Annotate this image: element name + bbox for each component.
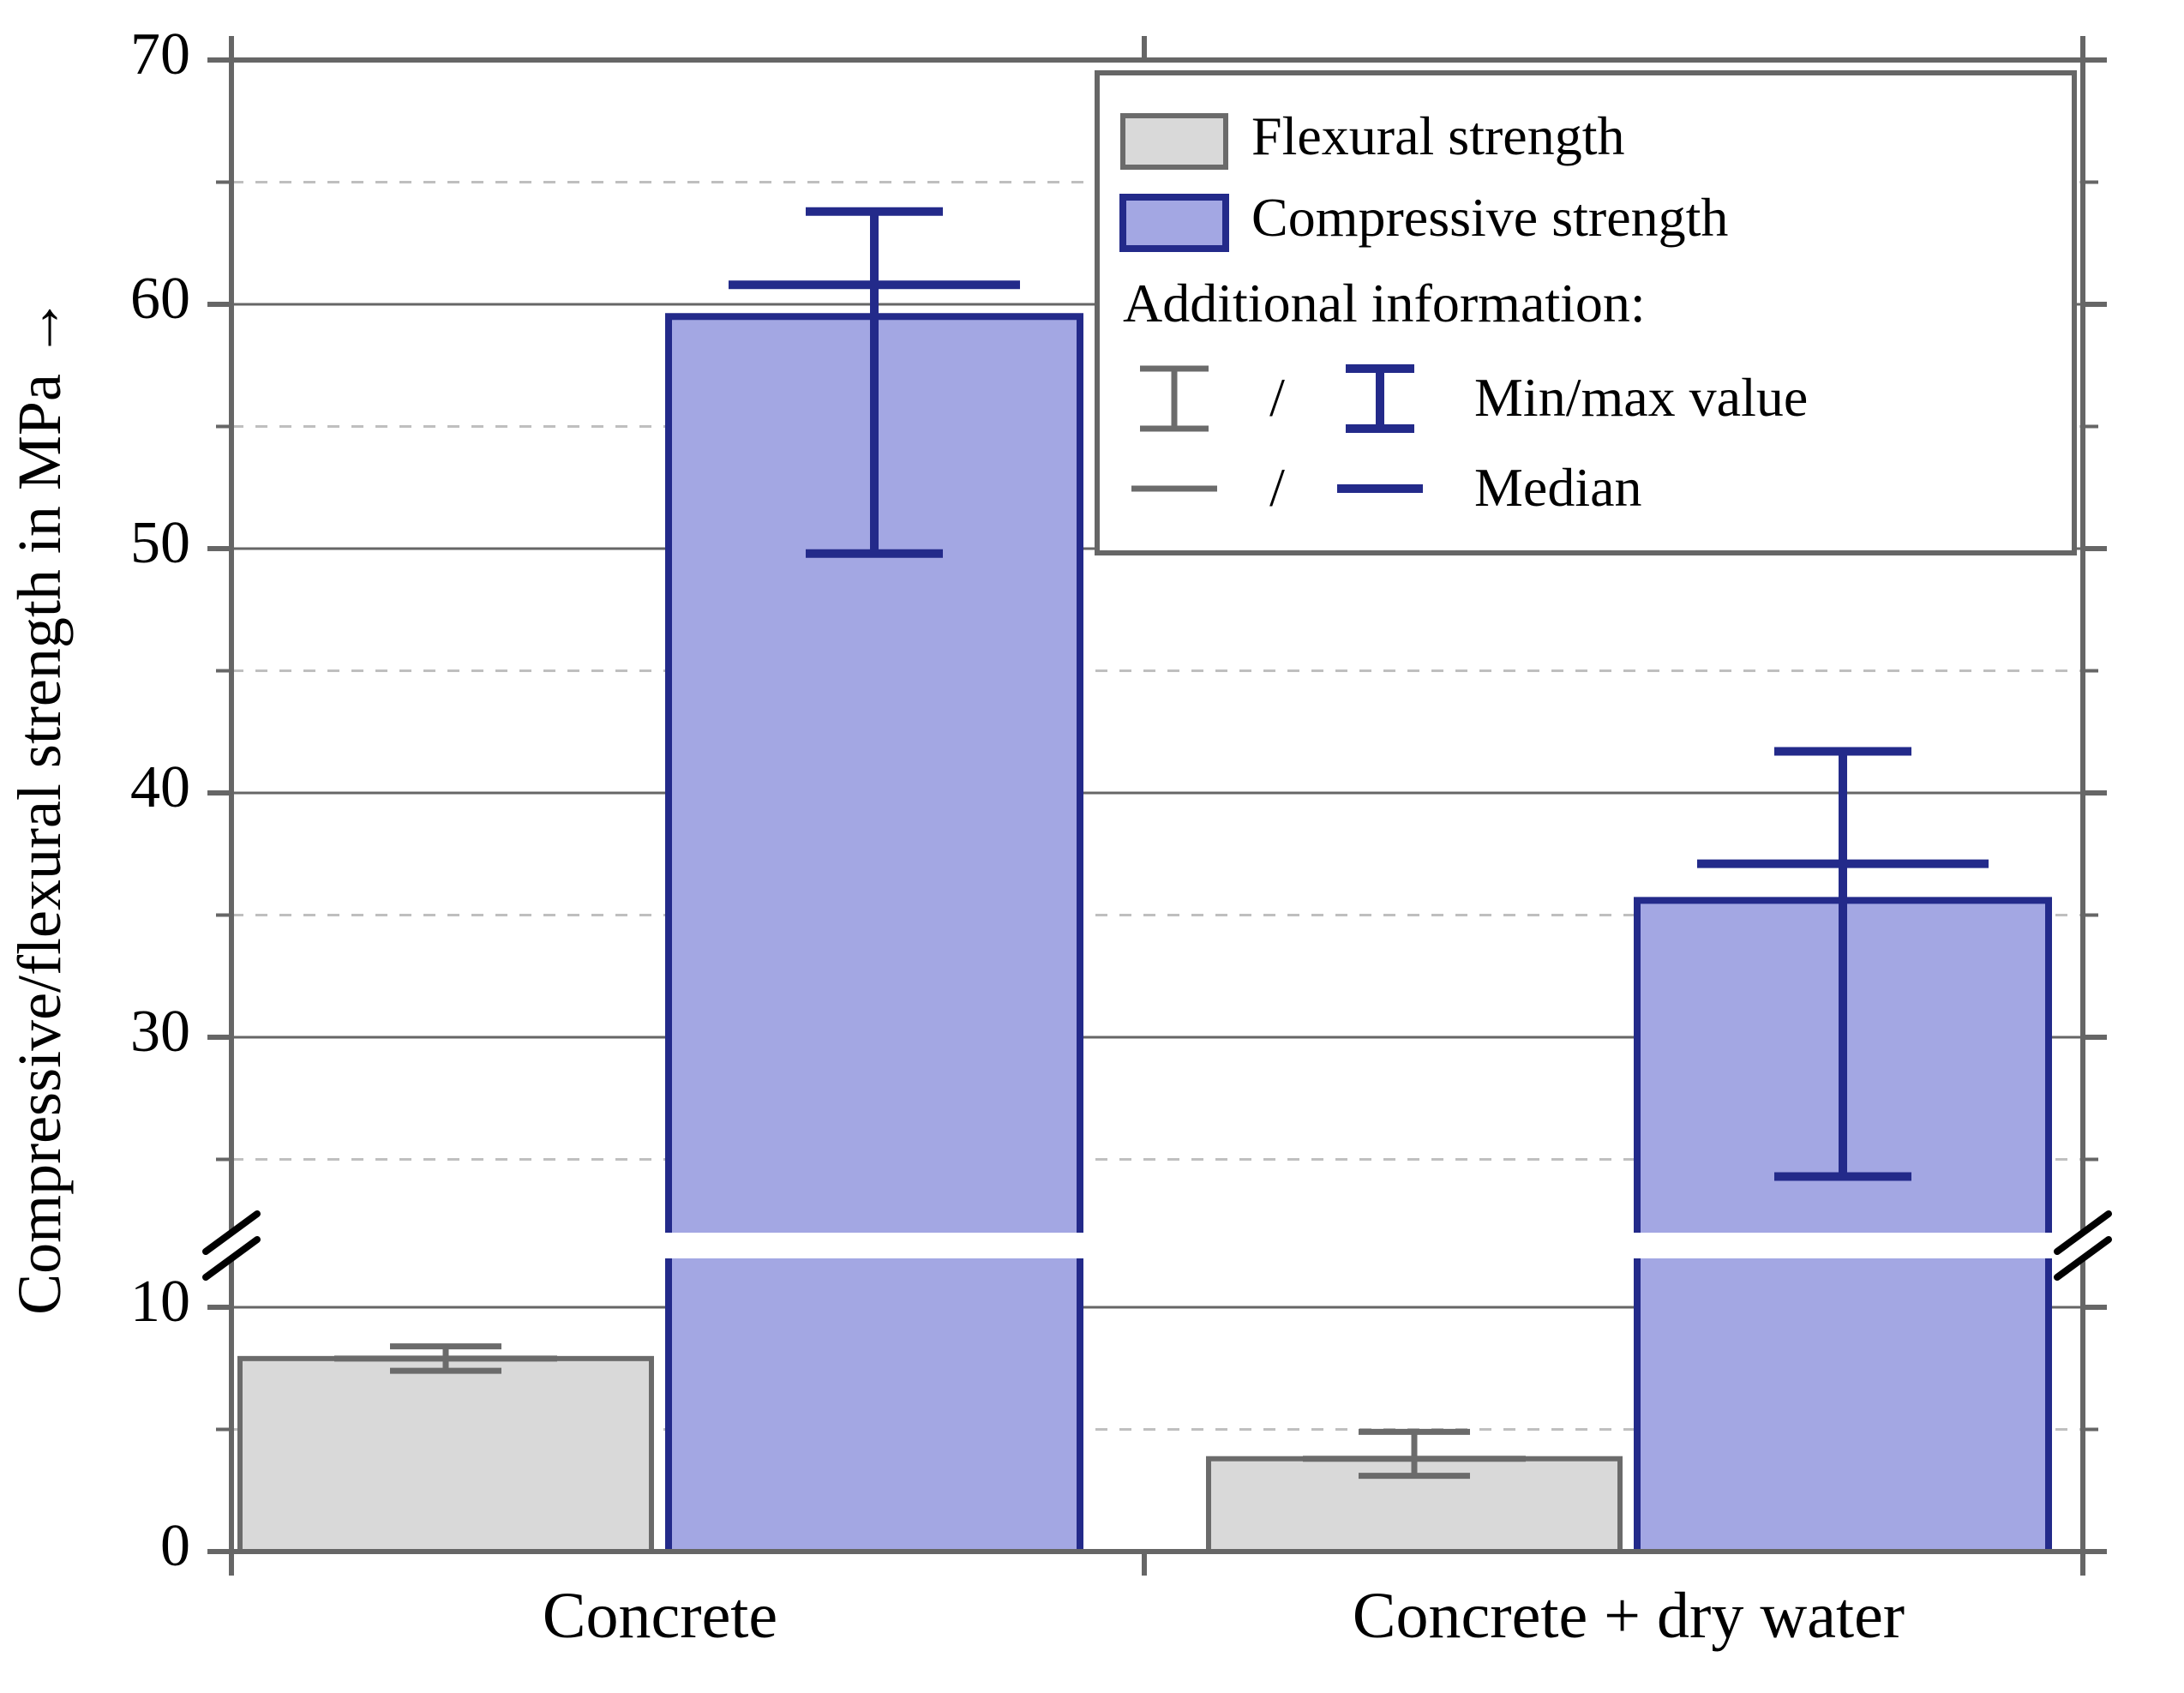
y-tick-label: 10: [130, 1269, 190, 1335]
legend: Flexural strength Compressive strength Add…: [1097, 73, 2074, 553]
legend-additional-label: Median: [1474, 457, 1642, 518]
legend-additional-header: Additional information:: [1123, 273, 1646, 333]
legend-additional-label: Min/max value: [1474, 367, 1808, 428]
y-tick-label: 60: [130, 266, 190, 332]
legend-slash: /: [1269, 367, 1285, 428]
bar-rect: [669, 1258, 1080, 1552]
x-category-label: Concrete: [543, 1580, 777, 1652]
bar-rect: [240, 1359, 651, 1552]
y-tick-label: 70: [130, 21, 190, 87]
y-tick-label: 50: [130, 510, 190, 576]
legend-swatch: [1123, 197, 1226, 249]
bar-chart: 0 10 30 40 50 60 70 Concrete Concrete + dry wate…: [0, 0, 2184, 1693]
y-tick-label: 40: [130, 754, 190, 820]
legend-label: Compressive strength: [1251, 187, 1728, 248]
bar-rect: [1637, 1258, 2049, 1552]
chart-container: 0 10 30 40 50 60 70 Concrete Concrete + dry wate…: [0, 0, 2184, 1693]
bar-flexural-0: [240, 1347, 651, 1552]
legend-slash: /: [1269, 457, 1285, 518]
legend-swatch: [1123, 116, 1226, 167]
y-axis-label: Compressive/flexural strength in MPa →: [5, 297, 74, 1315]
bar-compressive-0: [669, 212, 1080, 1552]
legend-label: Flexural strength: [1251, 105, 1624, 166]
x-category-label: Concrete + dry water: [1353, 1580, 1905, 1652]
y-tick-label: 30: [130, 999, 190, 1065]
y-tick-label: 0: [160, 1513, 190, 1579]
axis-break-gap: [230, 1233, 2085, 1258]
